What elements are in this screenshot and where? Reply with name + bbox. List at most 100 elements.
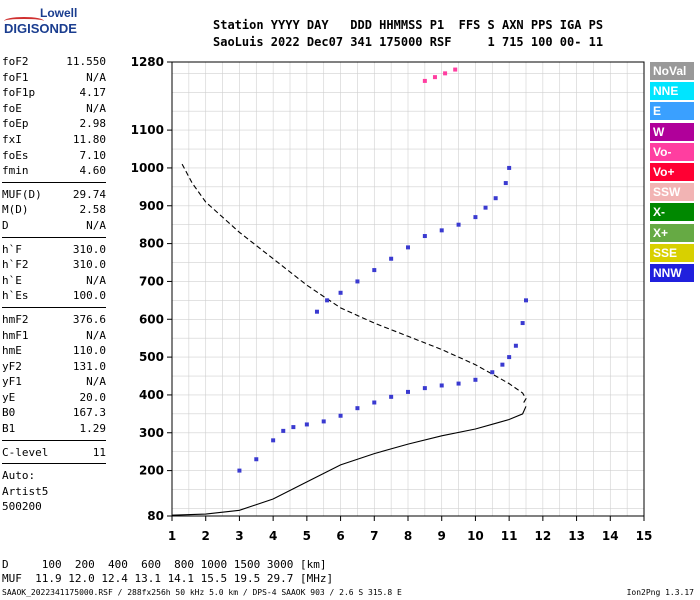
parameter-value: 310.0: [72, 258, 106, 272]
parameter-value: 11.80: [72, 132, 106, 146]
y-tick-label: 1000: [131, 161, 164, 175]
parameter-value: 29.74: [72, 187, 106, 201]
echo-point: [500, 362, 505, 367]
header-line-2: SaoLuis 2022 Dec07 341 175000 RSF 1 715 …: [213, 35, 604, 49]
x-tick-label: 9: [438, 529, 446, 543]
y-tick-label: 80: [147, 509, 164, 523]
parameter-name: B0: [2, 406, 16, 420]
x-tick-label: 14: [602, 529, 619, 543]
x-tick-label: 12: [535, 529, 552, 543]
parameter-value: N/A: [86, 218, 106, 232]
parameter-separator: [2, 437, 106, 445]
muf-row: MUF 11.9 12.0 12.4 13.1 14.1 15.5 19.5 2…: [2, 572, 334, 585]
y-tick-label: 400: [139, 388, 164, 402]
y-tick-label: 200: [139, 464, 164, 478]
legend-item: Vo+: [650, 162, 694, 181]
polarization-legend: NoVal NNE E W Vo- Vo+ SSW X- X+ SSE NNW: [650, 62, 694, 284]
echo-point: [513, 343, 518, 348]
parameter-name: fxI: [2, 132, 22, 146]
parameter-row: hmE 110.0: [2, 343, 106, 359]
parameter-name: h`E: [2, 273, 22, 287]
echo-point: [456, 222, 461, 227]
parameter-row: C-level 11: [2, 445, 106, 461]
parameter-name: foE: [2, 101, 22, 115]
echo-point: [520, 321, 525, 326]
parameter-row: fxI 11.80: [2, 132, 106, 148]
footer-version: Ion2Png 1.3.17: [626, 588, 694, 597]
parameter-row: foF1 N/A: [2, 70, 106, 86]
parameter-row: hmF2 376.6: [2, 312, 106, 328]
y-tick-label: 700: [139, 274, 164, 288]
parameter-value: 4.17: [79, 86, 107, 100]
parameter-row: M(D) 2.58: [2, 202, 106, 218]
echo-point: [422, 234, 427, 239]
parameter-row: foEp 2.98: [2, 116, 106, 132]
y-tick-label: 900: [139, 199, 164, 213]
parameter-name: M(D): [2, 203, 29, 217]
x-tick-label: 2: [202, 529, 210, 543]
parameter-separator: [2, 460, 106, 468]
parameter-separator: [2, 179, 106, 187]
parameter-value: N/A: [86, 273, 106, 287]
echo-point: [291, 425, 296, 430]
x-tick-label: 5: [303, 529, 311, 543]
parameter-name: MUF(D): [2, 187, 42, 201]
parameter-value: 20.0: [79, 390, 107, 404]
parameter-value: 2.98: [79, 117, 107, 131]
y-tick-label: 500: [139, 350, 164, 364]
parameter-row: yE 20.0: [2, 390, 106, 406]
x-tick-label: 6: [336, 529, 344, 543]
echo-point: [325, 298, 330, 303]
profile-solid-line: [171, 406, 527, 516]
echo-point: [406, 389, 410, 394]
legend-item: W: [650, 122, 694, 141]
parameter-value: N/A: [86, 70, 106, 84]
parameter-name: foEs: [2, 148, 29, 162]
parameter-value: 110.0: [72, 344, 106, 358]
parameter-name: hmF2: [2, 312, 29, 326]
parameter-name: C-level: [2, 445, 49, 459]
echo-point: [456, 381, 461, 386]
echo-point: [507, 355, 512, 360]
legend-item: X+: [650, 223, 694, 242]
echo-point: [271, 438, 276, 443]
lowell-digisonde-logo: Lowell DIGISONDE: [2, 6, 82, 40]
distance-row: D 100 200 400 600 800 1000 1500 3000 [km…: [2, 558, 327, 571]
parameter-row: yF2 131.0: [2, 359, 106, 375]
legend-item: NNW: [650, 263, 694, 282]
parameter-row: yF1 N/A: [2, 374, 106, 390]
y-tick-label: 600: [139, 312, 164, 326]
x-tick-label: 15: [636, 529, 653, 543]
legend-item: NoVal: [650, 62, 694, 80]
parameter-name: h`F2: [2, 258, 29, 272]
echo-point: [473, 377, 478, 382]
logo-swoosh-icon: [4, 17, 44, 25]
parameter-name: h`F: [2, 242, 22, 256]
echo-point: [314, 309, 319, 314]
y-tick-label: 1280: [131, 55, 164, 69]
echo-point: [372, 400, 377, 405]
echo-point: [237, 468, 242, 473]
legend-item: SSE: [650, 243, 694, 262]
legend-item: SSW: [650, 183, 694, 202]
parameter-name: D: [2, 218, 9, 232]
parameter-row: h`F2 310.0: [2, 257, 106, 273]
echo-point: [389, 394, 394, 399]
echo-point: [254, 457, 259, 462]
parameter-name: foF2: [2, 55, 29, 68]
legend-item: NNE: [650, 82, 694, 101]
parameter-value: 167.3: [72, 406, 106, 420]
y-tick-label: 800: [139, 237, 164, 251]
parameter-row: h`F 310.0: [2, 242, 106, 258]
parameter-value: 2.58: [79, 203, 107, 217]
echo-point: [355, 279, 360, 284]
parameter-value: 310.0: [72, 242, 106, 256]
parameter-row: D N/A: [2, 218, 106, 234]
parameter-row: foF2 11.550: [2, 54, 106, 70]
parameter-row: foEs 7.10: [2, 148, 106, 164]
echo-point: [503, 181, 508, 186]
echo-point: [372, 268, 377, 273]
parameter-name: fmin: [2, 164, 29, 178]
header-line-1: Station YYYY DAY DDD HHMMSS P1 FFS S AXN…: [213, 18, 604, 32]
echo-point: [304, 422, 309, 427]
